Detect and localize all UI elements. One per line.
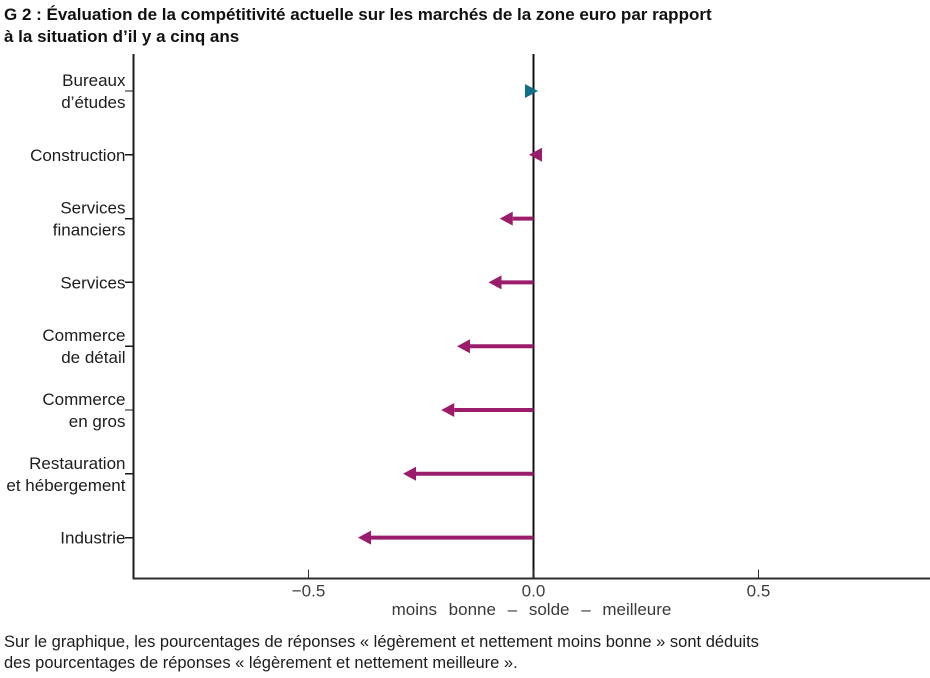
category-label: Services financiers [53,199,126,240]
arrow-head [358,530,371,545]
x-axis-caption: moins bonne – solde – meilleure [391,600,672,619]
category-label: Commerce de détail [42,326,125,367]
arrow-head [441,403,455,417]
arrow-chart: −0.5 0.0 0.5 Bureaux d’études Construction Ser… [6,54,930,601]
x-tick-label: 0.5 [747,582,771,601]
arrow-head [499,211,513,226]
category-label: Construction [30,146,125,165]
arrow-head [403,466,416,481]
category-label: Services [60,273,125,292]
category-label: Industrie [60,529,125,548]
category-label: Bureaux d’études [61,71,126,112]
arrow-head [525,84,538,98]
x-tick-label: −0.5 [292,582,326,601]
arrow-head [529,147,542,162]
chart-footnote-line-1: Sur le graphique, les pourcentages de ré… [4,633,759,651]
arrow-head [457,339,470,354]
category-label: Commerce en gros [42,390,125,431]
chart-title-line-2: à la situation d’il y a cinq ans [4,27,240,46]
chart-title: G 2 : Évaluation de la compétitivité act… [4,4,824,48]
chart-footnote: Sur le graphique, les pourcentages de ré… [4,632,924,674]
x-tick-label: 0.0 [522,582,546,601]
arrow-head [488,275,502,290]
category-label: Restauration et hébergement [6,454,125,495]
chart-footnote-line-2: des pourcentages de réponses « légèremen… [4,654,518,672]
chart-title-line-1: G 2 : Évaluation de la compétitivité act… [4,5,712,24]
